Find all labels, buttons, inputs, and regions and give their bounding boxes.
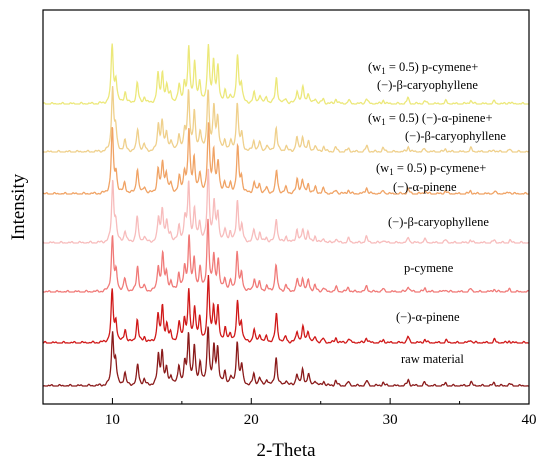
series-label-text: = 0.5) p-cymene+	[394, 161, 487, 175]
series-line-4	[42, 168, 530, 244]
series-label-2-line-1: (w1 = 0.5) (−)-α-pinene+	[368, 111, 493, 127]
series-label-text: raw material	[401, 352, 464, 366]
series-line-7	[43, 326, 529, 387]
series-line-3	[42, 122, 529, 195]
x-tick-label: 30	[383, 412, 398, 428]
y-axis-title: Intensity	[8, 173, 29, 240]
x-axis-title: 2-Theta	[256, 440, 316, 461]
series-label-3-line-2: (−)-α-pinene	[393, 180, 457, 194]
series-label-1-line-1: (w1 = 0.5) p-cymene+	[368, 60, 478, 76]
series-layer	[42, 43, 530, 387]
series-label-5-line-1: p-cymene	[404, 261, 454, 275]
series-line-6	[42, 275, 529, 344]
series-label-7-line-1: raw material	[401, 352, 464, 366]
series-label-text: = 0.5) p-cymene+	[386, 60, 479, 74]
series-label-1-line-2: (−)-β-caryophyllene	[377, 78, 478, 92]
x-axis-ticks: 10 20 30 40	[42, 398, 537, 428]
series-label-subscript: 1	[389, 167, 394, 177]
series-label-text: (−)-α-pinene	[393, 180, 457, 194]
x-tick-label: 20	[244, 412, 259, 428]
plot-frame	[42, 9, 530, 405]
series-label-text: (−)-β-caryophyllene	[388, 215, 489, 229]
series-label-subscript: 1	[381, 66, 386, 76]
series-label-subscript: 1	[381, 117, 386, 127]
series-line-2	[43, 86, 530, 153]
series-label-6-line-1: (−)-α-pinene	[396, 310, 460, 324]
series-line-5	[43, 218, 530, 293]
series-label-text: (w	[376, 161, 389, 175]
x-tick-label: 10	[105, 412, 120, 428]
series-label-text: (w	[368, 60, 381, 74]
series-label-text: (−)-β-caryophyllene	[405, 129, 506, 143]
series-label-text: (w	[368, 111, 381, 125]
series-label-text: = 0.5) (−)-α-pinene+	[386, 111, 493, 125]
series-labels: (w1 = 0.5) p-cymene+(−)-β-caryophyllene(…	[368, 60, 506, 366]
series-label-3-line-1: (w1 = 0.5) p-cymene+	[376, 161, 486, 177]
series-label-text: p-cymene	[404, 261, 454, 275]
series-label-text: (−)-α-pinene	[396, 310, 460, 324]
x-tick-label: 40	[522, 412, 537, 428]
series-label-4-line-1: (−)-β-caryophyllene	[388, 215, 489, 229]
series-label-text: (−)-β-caryophyllene	[377, 78, 478, 92]
series-label-2-line-2: (−)-β-caryophyllene	[405, 129, 506, 143]
series-line-1	[42, 43, 529, 105]
